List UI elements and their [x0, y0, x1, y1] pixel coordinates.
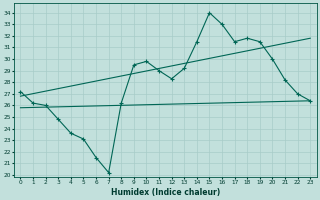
- X-axis label: Humidex (Indice chaleur): Humidex (Indice chaleur): [111, 188, 220, 197]
